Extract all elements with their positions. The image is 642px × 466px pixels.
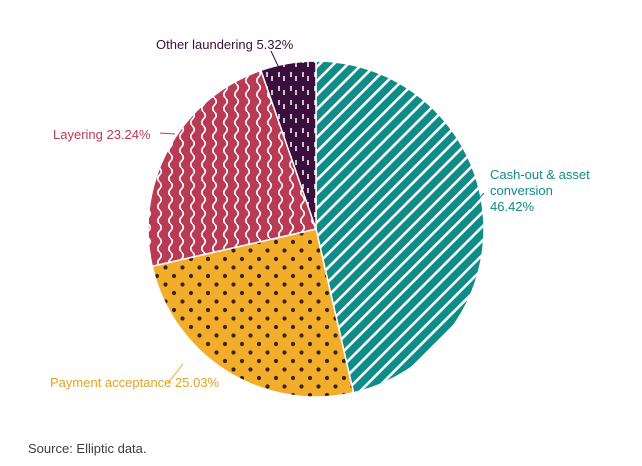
label-other-laundering: Other laundering 5.32% xyxy=(156,37,294,52)
leader-cashout xyxy=(469,192,485,210)
label-payment-acceptance: Payment acceptance 25.03% xyxy=(50,375,220,390)
pie-slice-layering xyxy=(147,69,317,268)
leader-other xyxy=(270,50,280,69)
leader-layering xyxy=(159,132,176,135)
source-note: Source: Elliptic data. xyxy=(28,441,147,456)
label-cashout-line1: Cash-out & asset xyxy=(490,167,590,182)
leader-payment xyxy=(167,363,184,384)
pie-slices xyxy=(147,60,485,398)
label-cashout-line2: conversion xyxy=(490,183,553,198)
label-layering: Layering 23.24% xyxy=(53,127,151,142)
pie-slice-other-laundering xyxy=(259,60,317,230)
label-cashout-line3: 46.42% xyxy=(490,199,535,214)
pie-slice-cash-out-asset-conversion xyxy=(315,60,485,394)
pie-slice-payment-acceptance xyxy=(151,228,355,398)
